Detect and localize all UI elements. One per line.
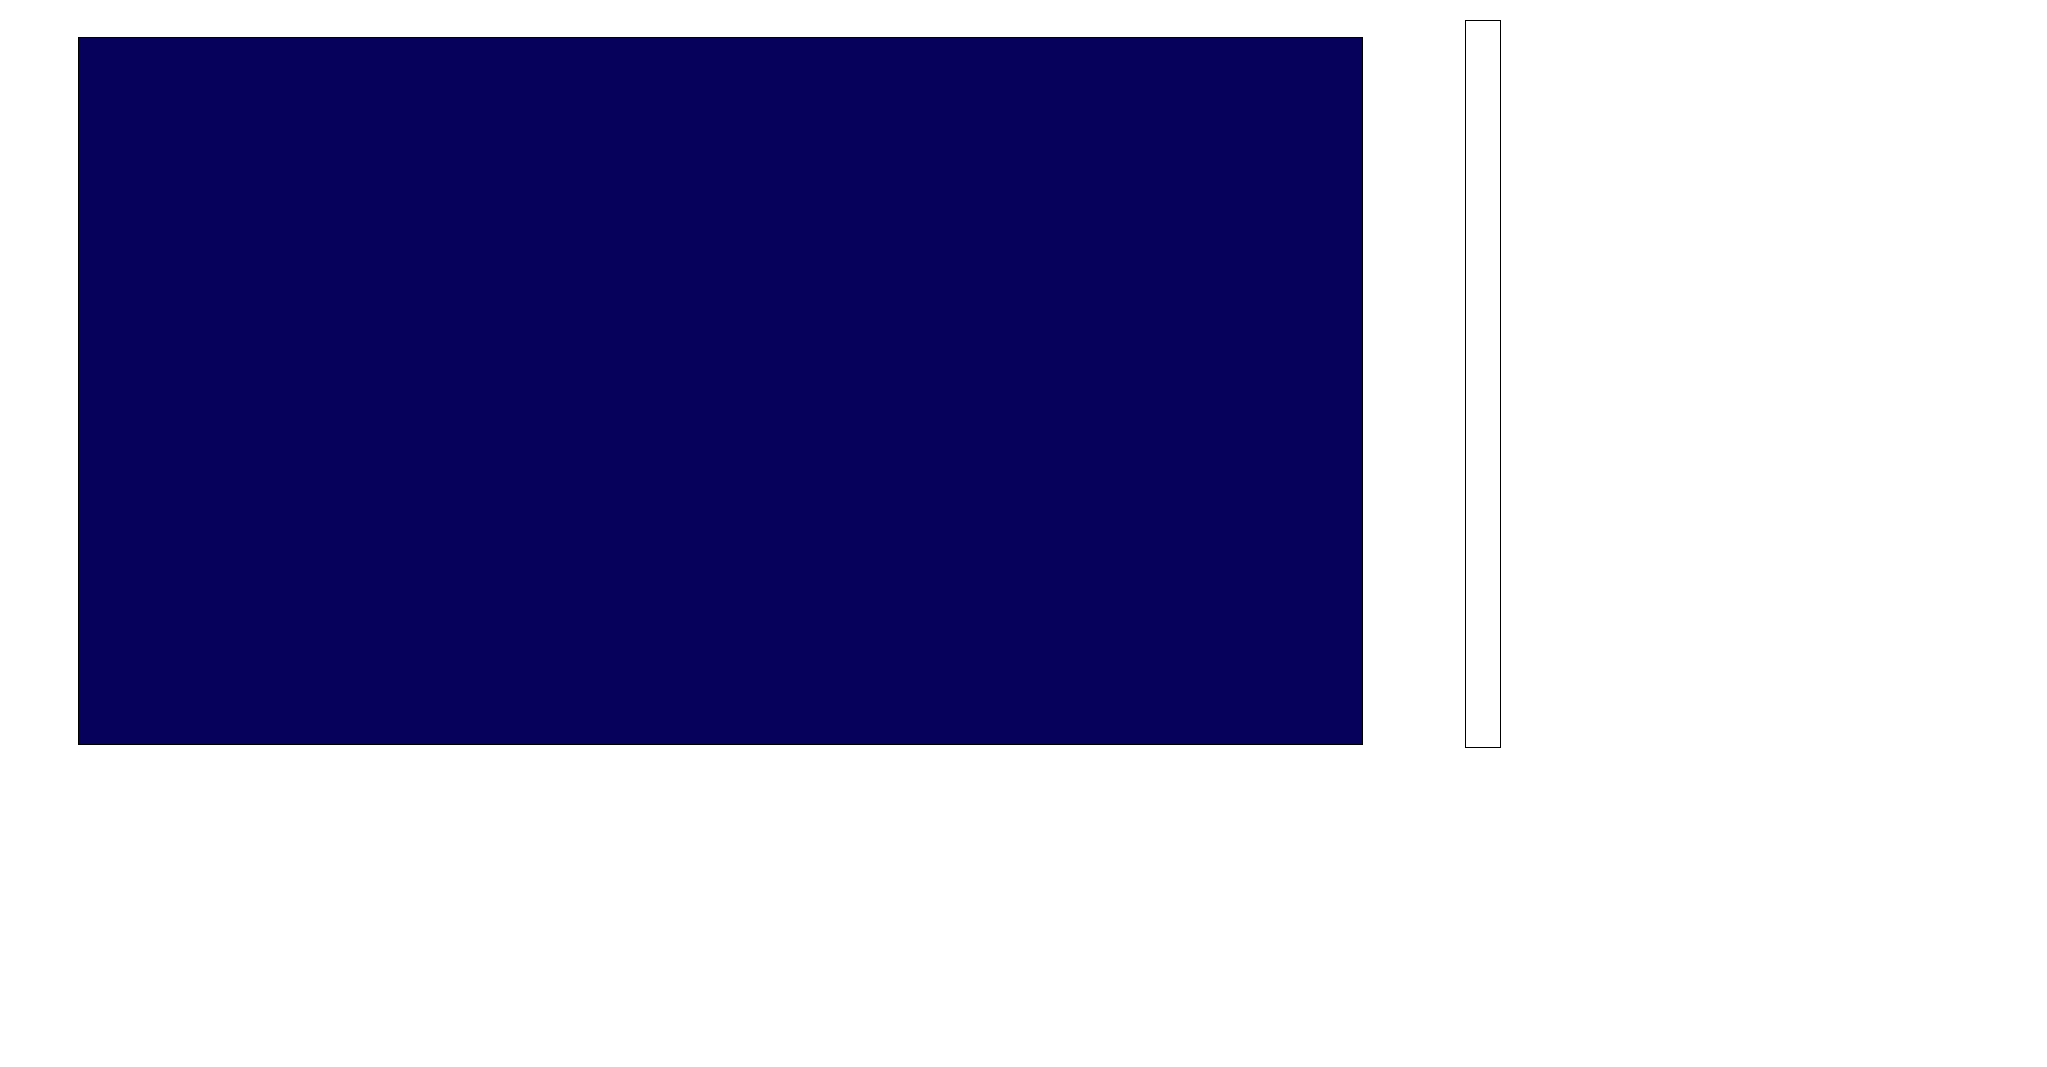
- colorbar: [1465, 20, 1501, 748]
- spectrogram-plot-area: [78, 37, 1363, 745]
- spectrogram-image: [79, 38, 1362, 744]
- colorbar-gradient: [1466, 21, 1500, 747]
